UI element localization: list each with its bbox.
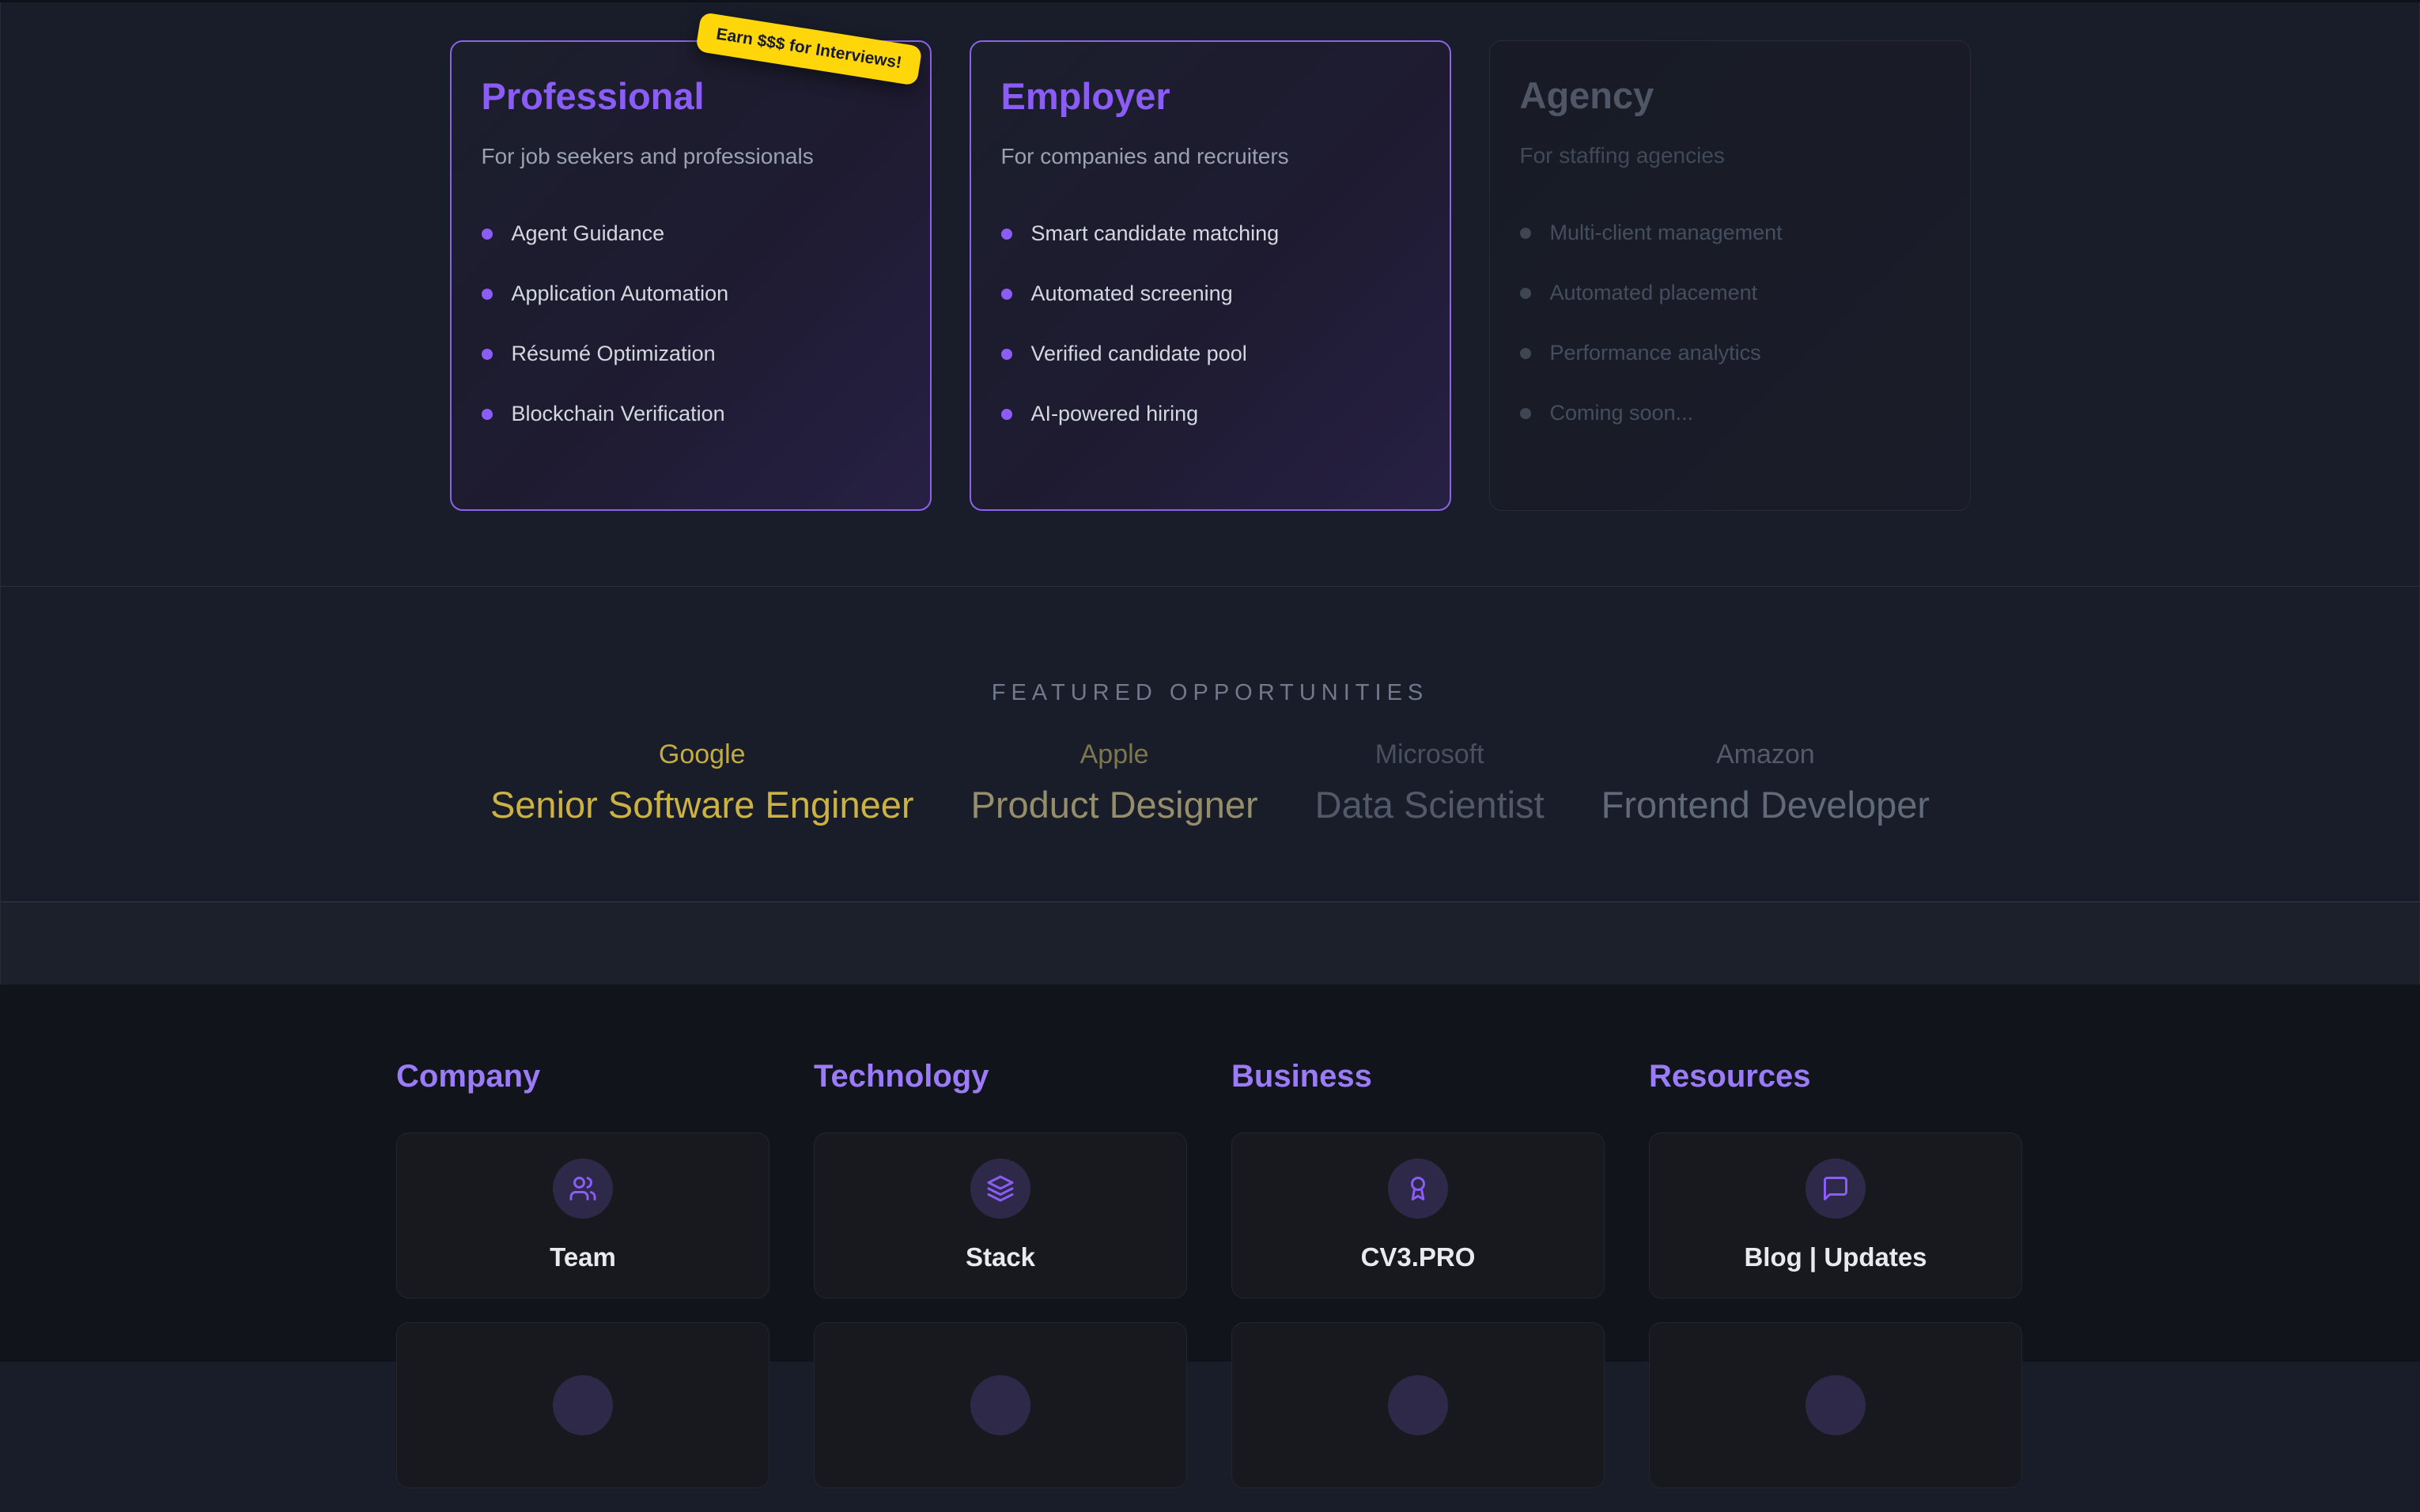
plan-feature-list: Multi-client management Automated placem… (1519, 221, 1940, 425)
hidden-icon (1806, 1375, 1866, 1435)
spacer-band (0, 902, 2420, 985)
bullet-dot-icon (1519, 347, 1531, 359)
footer-column-heading: Resources (1649, 1059, 1811, 1094)
footer-card-team[interactable]: Team (396, 1132, 769, 1298)
footer-column-technology: Technology Stack (814, 1059, 1187, 1512)
featured-job-apple[interactable]: Apple Product Designer (971, 739, 1258, 826)
plan-feature-list: Agent Guidance Application Automation Ré… (481, 221, 900, 426)
featured-job-microsoft[interactable]: Microsoft Data Scientist (1315, 739, 1545, 826)
plan-feature: AI-powered hiring (1000, 402, 1420, 426)
bullet-dot-icon (481, 408, 493, 420)
plan-title: Employer (1000, 75, 1170, 117)
hidden-icon (553, 1375, 613, 1435)
footer-card-partial[interactable] (1649, 1322, 2022, 1488)
footer-card-label: Team (550, 1242, 616, 1272)
footer-card-label: Blog | Updates (1744, 1242, 1927, 1272)
job-title: Frontend Developer (1601, 784, 1930, 826)
plan-feature-label: Verified candidate pool (1030, 342, 1247, 366)
footer-column-resources: Resources Blog | Updates (1649, 1059, 2022, 1512)
plan-feature: Performance analytics (1519, 341, 1940, 365)
bullet-dot-icon (481, 288, 493, 300)
bullet-dot-icon (481, 348, 493, 360)
plan-feature: Résumé Optimization (481, 342, 900, 366)
plan-feature-label: Coming soon... (1549, 401, 1694, 425)
plan-feature-label: Résumé Optimization (511, 342, 716, 366)
footer-column-heading: Business (1231, 1059, 1372, 1094)
footer-column-heading: Company (396, 1059, 541, 1094)
plan-feature-label: Automated placement (1549, 281, 1758, 305)
footer-card-label: Stack (965, 1242, 1036, 1272)
plan-feature-list: Smart candidate matching Automated scree… (1000, 221, 1420, 426)
footer-card-partial[interactable] (1231, 1322, 1605, 1488)
plan-feature-label: Multi-client management (1549, 221, 1783, 245)
featured-jobs-row: Google Senior Software Engineer Apple Pr… (1, 739, 2419, 826)
plan-feature-label: Application Automation (511, 282, 729, 306)
bullet-dot-icon (1000, 228, 1012, 240)
job-company: Apple (1080, 739, 1149, 769)
plan-feature: Multi-client management (1519, 221, 1940, 245)
footer-column-heading: Technology (814, 1059, 989, 1094)
job-company: Microsoft (1374, 739, 1484, 769)
plan-feature-label: Smart candidate matching (1030, 221, 1280, 246)
award-icon (1388, 1159, 1448, 1219)
footer-column-business: Business CV3.PRO (1231, 1059, 1605, 1512)
footer-section: Company Team Technology Stack (0, 985, 2420, 1488)
plan-cards-row: Professional For job seekers and profess… (1, 2, 2419, 511)
users-icon (553, 1159, 613, 1219)
layers-icon (970, 1159, 1030, 1219)
footer-card-cv3pro[interactable]: CV3.PRO (1231, 1132, 1605, 1298)
footer-card-label: CV3.PRO (1360, 1242, 1476, 1272)
bullet-dot-icon (1519, 407, 1531, 419)
bullet-dot-icon (1519, 287, 1531, 299)
job-title: Data Scientist (1314, 784, 1545, 826)
plan-card-agency: Agency For staffing agencies Multi-clien… (1488, 40, 1971, 511)
plan-subtitle: For job seekers and professionals (481, 144, 814, 169)
plan-subtitle: For staffing agencies (1519, 143, 1725, 168)
plan-feature: Blockchain Verification (481, 402, 900, 426)
bullet-dot-icon (1519, 227, 1531, 239)
plan-feature: Application Automation (481, 282, 900, 306)
page-top-edge (0, 0, 2420, 2)
featured-job-amazon[interactable]: Amazon Frontend Developer (1601, 739, 1930, 826)
plan-feature-label: Performance analytics (1549, 341, 1761, 365)
bullet-dot-icon (1000, 408, 1012, 420)
plan-feature-label: Automated screening (1030, 282, 1233, 306)
plan-feature-label: AI-powered hiring (1030, 402, 1199, 426)
plan-card-employer[interactable]: Employer For companies and recruiters Sm… (969, 40, 1451, 511)
footer-card-partial[interactable] (814, 1322, 1187, 1488)
message-icon (1806, 1159, 1866, 1219)
plan-card-professional[interactable]: Professional For job seekers and profess… (449, 40, 932, 511)
footer-card-stack[interactable]: Stack (814, 1132, 1187, 1298)
job-company: Google (658, 739, 746, 769)
featured-job-google[interactable]: Google Senior Software Engineer (490, 739, 914, 826)
job-company: Amazon (1715, 739, 1815, 769)
plan-feature: Verified candidate pool (1000, 342, 1420, 366)
plan-feature: Smart candidate matching (1000, 221, 1420, 246)
job-title: Senior Software Engineer (490, 784, 914, 826)
bullet-dot-icon (1000, 348, 1012, 360)
footer-card-partial[interactable] (396, 1322, 769, 1488)
hidden-icon (970, 1375, 1030, 1435)
bullet-dot-icon (1000, 288, 1012, 300)
plan-feature-label: Blockchain Verification (511, 402, 725, 426)
plan-feature: Automated placement (1519, 281, 1940, 305)
footer-card-blog[interactable]: Blog | Updates (1649, 1132, 2022, 1298)
footer-grid: Company Team Technology Stack (396, 985, 2024, 1512)
plan-title: Agency (1519, 74, 1654, 116)
bullet-dot-icon (481, 228, 493, 240)
plan-feature-label: Agent Guidance (511, 221, 665, 246)
plan-title: Professional (481, 75, 705, 117)
plan-feature: Coming soon... (1519, 401, 1940, 425)
audience-plans-section: Professional For job seekers and profess… (0, 2, 2420, 587)
job-title: Product Designer (970, 784, 1258, 826)
plan-subtitle: For companies and recruiters (1000, 144, 1289, 169)
hidden-icon (1388, 1375, 1448, 1435)
footer-column-company: Company Team (396, 1059, 769, 1512)
featured-opportunities-section: FEATURED OPPORTUNITIES Google Senior Sof… (0, 587, 2420, 902)
plan-feature: Automated screening (1000, 282, 1420, 306)
plan-feature: Agent Guidance (481, 221, 900, 246)
featured-heading: FEATURED OPPORTUNITIES (991, 680, 1429, 705)
